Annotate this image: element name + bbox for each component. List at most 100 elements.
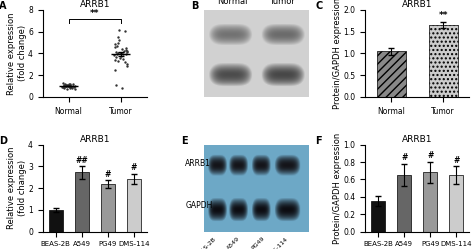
Point	[117, 54, 124, 58]
Text: #: #	[104, 170, 111, 179]
Point	[59, 81, 66, 85]
Text: ##: ##	[75, 156, 88, 165]
Y-axis label: Protein/GAPDH expression: Protein/GAPDH expression	[333, 132, 342, 244]
Point	[113, 50, 120, 54]
Point	[114, 35, 121, 39]
Point	[61, 84, 68, 88]
Point	[112, 55, 119, 59]
Point	[66, 86, 74, 90]
Point	[68, 86, 75, 90]
Bar	[371, 201, 385, 232]
Point	[68, 85, 75, 89]
Text: BEAS-2B: BEAS-2B	[195, 236, 218, 249]
Bar	[377, 51, 406, 97]
Text: ARRB1: ARRB1	[185, 159, 211, 168]
Point	[121, 60, 128, 64]
Point	[118, 51, 125, 55]
Point	[66, 85, 74, 89]
Text: A: A	[0, 1, 7, 11]
Text: E: E	[181, 136, 188, 146]
Text: A549: A549	[227, 236, 241, 249]
Text: DMS-114: DMS-114	[266, 236, 289, 249]
Point	[111, 58, 119, 62]
Title: ARRB1: ARRB1	[402, 135, 432, 144]
Point	[63, 87, 71, 91]
Point	[64, 84, 72, 88]
Point	[123, 49, 130, 53]
Text: B: B	[191, 1, 199, 11]
Point	[59, 85, 66, 89]
Point	[115, 38, 123, 42]
Y-axis label: Relative expression
(fold change): Relative expression (fold change)	[7, 147, 27, 229]
Point	[116, 56, 124, 60]
Point	[61, 84, 69, 88]
Point	[65, 84, 73, 88]
Point	[118, 86, 126, 90]
Point	[70, 85, 77, 89]
Text: #: #	[453, 156, 459, 165]
Text: #: #	[427, 151, 433, 160]
Text: **: **	[438, 11, 448, 20]
Point	[122, 53, 130, 57]
Point	[123, 64, 130, 68]
Bar	[48, 210, 63, 232]
Point	[122, 48, 130, 52]
Bar	[429, 25, 457, 97]
Point	[113, 44, 120, 48]
Point	[114, 59, 122, 63]
Text: D: D	[0, 136, 7, 146]
Point	[114, 52, 121, 56]
Point	[123, 62, 131, 66]
Bar	[449, 175, 464, 232]
Text: C: C	[315, 1, 322, 11]
Point	[60, 86, 68, 90]
Point	[62, 84, 70, 88]
Point	[119, 52, 127, 56]
Point	[62, 83, 70, 87]
Point	[112, 83, 120, 87]
Point	[60, 83, 68, 87]
Point	[58, 85, 66, 89]
Point	[123, 46, 130, 50]
Text: Normal: Normal	[217, 0, 247, 6]
Point	[61, 82, 68, 86]
Text: Tumor: Tumor	[269, 0, 295, 6]
Title: ARRB1: ARRB1	[80, 0, 110, 9]
Point	[71, 84, 79, 88]
Text: **: **	[90, 9, 100, 18]
Text: PG49: PG49	[250, 236, 265, 249]
Point	[110, 53, 118, 57]
Bar	[397, 175, 411, 232]
Point	[61, 84, 68, 88]
Bar	[100, 184, 115, 232]
Point	[123, 50, 131, 54]
Y-axis label: Relative expression
(fold change): Relative expression (fold change)	[7, 12, 27, 95]
Point	[111, 42, 118, 46]
Bar	[423, 173, 438, 232]
Point	[66, 82, 74, 86]
Point	[111, 68, 118, 72]
Point	[120, 49, 128, 53]
Text: #: #	[130, 163, 137, 172]
Point	[71, 87, 79, 91]
Text: F: F	[315, 136, 322, 146]
Point	[60, 85, 68, 89]
Title: ARRB1: ARRB1	[402, 0, 432, 9]
Text: #: #	[401, 153, 408, 162]
Point	[65, 82, 73, 86]
Y-axis label: Protein/GAPDH expression: Protein/GAPDH expression	[333, 0, 342, 109]
Text: GAPDH: GAPDH	[185, 201, 212, 210]
Point	[63, 83, 71, 87]
Title: ARRB1: ARRB1	[80, 135, 110, 144]
Point	[62, 84, 70, 88]
Point	[114, 52, 122, 56]
Bar	[127, 179, 141, 232]
Point	[64, 83, 72, 87]
Point	[115, 28, 123, 32]
Bar	[74, 173, 89, 232]
Point	[69, 84, 77, 88]
Point	[118, 47, 126, 51]
Point	[119, 57, 127, 61]
Point	[121, 29, 129, 33]
Point	[115, 41, 122, 45]
